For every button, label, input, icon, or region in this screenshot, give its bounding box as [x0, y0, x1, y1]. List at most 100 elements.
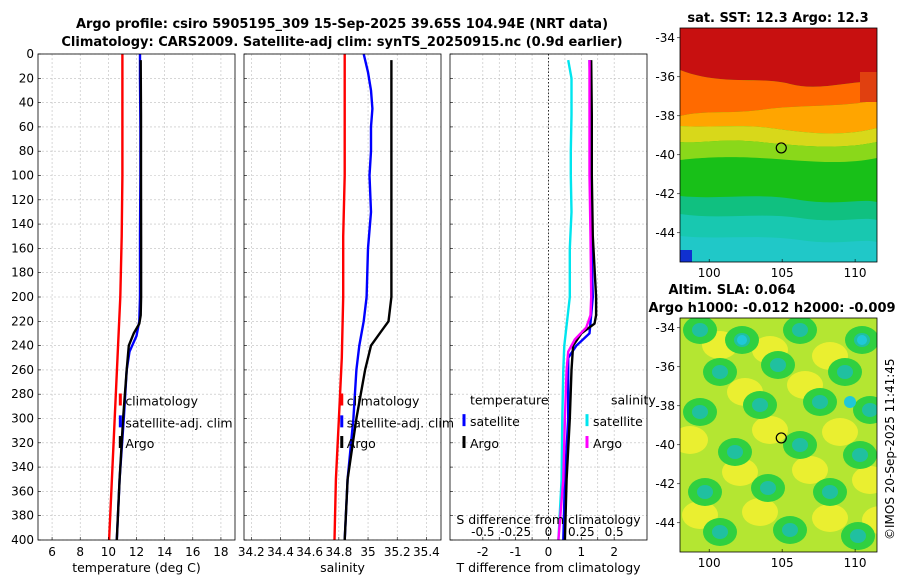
map-x-tick-label: 100	[698, 556, 721, 570]
x-tick-label: 1	[578, 545, 586, 559]
map-y-tick-label: -42	[655, 187, 675, 201]
x-axis-label: temperature (deg C)	[72, 560, 201, 575]
y-tick-label: 240	[11, 339, 34, 353]
map-y-tick-label: -34	[655, 321, 675, 335]
y-tick-label: 360	[11, 484, 34, 498]
y-tick-label: 340	[11, 460, 34, 474]
legend-title-temperature: temperature	[470, 392, 549, 407]
x-tick-label: 34.8	[325, 545, 352, 559]
x-tick-label: -2	[477, 545, 489, 559]
x-tick-label: 35	[360, 545, 375, 559]
sla-map-title-line1: Altim. SLA: 0.064	[669, 283, 796, 298]
x-tick-label: 34.6	[296, 545, 323, 559]
x-axis-label: T difference from climatology	[455, 560, 641, 575]
y-tick-label: 60	[19, 120, 34, 134]
sla-map-frame	[679, 317, 878, 553]
y-tick-label: 220	[11, 314, 34, 328]
y-tick-label: 260	[11, 363, 34, 377]
map-y-tick-label: -34	[655, 31, 675, 45]
secondary-tick-label: 0	[545, 525, 553, 539]
x-tick-label: 34.2	[238, 545, 265, 559]
series-line-argo	[343, 60, 393, 541]
y-tick-label: 320	[11, 436, 34, 450]
map-y-tick-label: -38	[655, 109, 675, 123]
secondary-tick-label: 0.25	[568, 525, 595, 539]
legend-label: Argo	[347, 436, 376, 451]
map-y-tick-label: -36	[655, 360, 675, 374]
temperature-panel: 0 20 40 60 80 100 120 140 160 180 200 220 240 260 280 3…	[11, 47, 236, 575]
map-x-tick-label: 110	[844, 266, 867, 280]
series-line-climatology	[333, 54, 346, 541]
series-line-s-satellite	[557, 59, 573, 541]
x-tick-label: 6	[48, 545, 56, 559]
series-line-climatology	[107, 54, 124, 541]
sst-map-frame	[679, 27, 878, 263]
legend-label: Argo	[125, 436, 154, 451]
map-y-tick-label: -44	[655, 516, 675, 530]
legend-label: satellite-adj. clim	[347, 415, 454, 430]
x-tick-label: 8	[76, 545, 84, 559]
map-y-tick-label: -40	[655, 438, 675, 452]
series-line-satellite-adj-clim	[343, 53, 374, 541]
map-x-tick-label: 100	[698, 266, 721, 280]
main-title-line2: Climatology: CARS2009. Satellite-adj cli…	[61, 35, 622, 50]
y-tick-label: 80	[19, 144, 34, 158]
y-tick-label: 0	[26, 47, 34, 61]
legend-label: Argo	[593, 436, 622, 451]
y-tick-label: 120	[11, 193, 34, 207]
copyright-stamp: ©IMOS 20-Sep-2025 11:41:45	[883, 358, 897, 540]
sla-map-image	[680, 318, 877, 552]
sst-map-axes: -34 -36 -38 -40 -42 -44 100 105 110	[655, 31, 866, 280]
x-tick-label: 35.2	[384, 545, 411, 559]
y-tick-label: 300	[11, 412, 34, 426]
x-tick-label: 0	[545, 545, 553, 559]
legend-label: satellite	[593, 414, 643, 429]
x-tick-label: 16	[185, 545, 200, 559]
secondary-tick-label: 0.5	[605, 525, 624, 539]
main-title-line1: Argo profile: csiro 5905195_309 15-Sep-2…	[76, 17, 608, 32]
legend-title-salinity: salinity	[611, 392, 656, 407]
legend-label: climatology	[125, 393, 198, 408]
y-tick-label: 20	[19, 71, 34, 85]
salinity-panel: 34.2 34.4 34.6 34.8 35 35.2 35.4 salinity climat…	[238, 53, 454, 575]
map-y-tick-label: -38	[655, 399, 675, 413]
x-axis-label: salinity	[320, 560, 365, 575]
secondary-tick-label: -0.25	[500, 525, 531, 539]
y-tick-label: 100	[11, 169, 34, 183]
y-tick-label: 200	[11, 290, 34, 304]
x-tick-label: 34.4	[267, 545, 294, 559]
x-tick-label: 12	[129, 545, 144, 559]
sla-map-title-line2: Argo h1000: -0.012 h2000: -0.009	[648, 301, 895, 316]
sst-map-image	[680, 28, 877, 262]
sst-map-title: sat. SST: 12.3 Argo: 12.3	[687, 11, 868, 26]
map-x-tick-label: 105	[771, 266, 794, 280]
map-x-tick-label: 105	[771, 556, 794, 570]
difference-panel: -2 -1 0 1 2T difference from climatology temp…	[449, 53, 656, 575]
y-tick-label: 400	[11, 533, 34, 547]
secondary-axis-label: S difference from climatology	[456, 512, 641, 527]
map-y-tick-label: -42	[655, 477, 675, 491]
secondary-tick-label: -0.5	[471, 525, 494, 539]
series-line-s-argo	[557, 60, 593, 541]
map-y-tick-label: -36	[655, 70, 675, 84]
map-y-tick-label: -40	[655, 148, 675, 162]
y-tick-label: 180	[11, 266, 34, 280]
series-line-t-argo	[563, 60, 598, 541]
sla-map-axes: -34 -36 -38 -40 -42 -44 100 105 110	[655, 321, 866, 570]
y-tick-label: 280	[11, 387, 34, 401]
y-tick-label: 140	[11, 217, 34, 231]
y-tick-label: 160	[11, 241, 34, 255]
sst-argo-marker	[775, 142, 787, 154]
y-tick-label: 40	[19, 96, 34, 110]
legend-label: climatology	[347, 393, 420, 408]
x-tick-label: -1	[510, 545, 522, 559]
x-tick-label: 14	[157, 545, 172, 559]
map-x-tick-label: 110	[844, 556, 867, 570]
sla-argo-marker	[775, 432, 787, 444]
x-tick-label: 2	[610, 545, 618, 559]
legend-label: satellite	[470, 414, 520, 429]
map-y-tick-label: -44	[655, 226, 675, 240]
x-tick-label: 18	[213, 545, 228, 559]
x-tick-label: 35.4	[413, 545, 440, 559]
